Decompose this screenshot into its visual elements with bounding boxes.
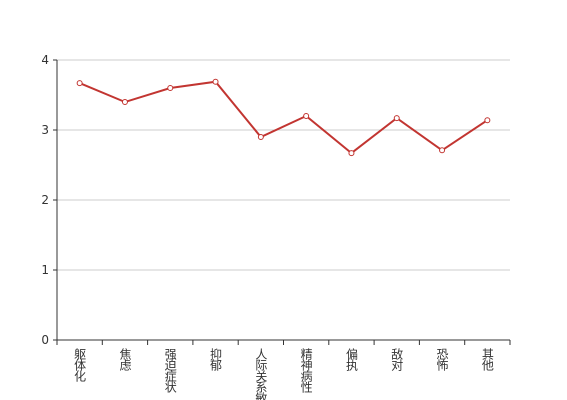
- point: [393, 115, 400, 122]
- x-tick-label: 恐怖: [435, 348, 449, 371]
- x-tick-label: 其他: [480, 348, 494, 371]
- x-tick-label: 抑郁: [209, 347, 223, 372]
- y-tick-label: 2: [41, 193, 49, 207]
- series-line: [79, 80, 488, 155]
- point: [121, 99, 128, 105]
- point: [303, 113, 310, 119]
- point: [439, 147, 446, 154]
- x-tick-label: 敌对: [390, 347, 404, 371]
- point: [212, 78, 219, 85]
- point: [484, 117, 491, 124]
- y-tick-label: 4: [41, 53, 49, 67]
- x-tick-label: 人际关系敏感: [254, 348, 268, 400]
- x-tick-label: 强迫症状: [163, 348, 177, 393]
- point: [348, 150, 355, 157]
- x-tick-label: 偏执: [344, 347, 358, 372]
- point: [76, 80, 83, 87]
- x-tick-label: 躯体化: [73, 347, 87, 383]
- y-tick-label: 1: [41, 263, 49, 277]
- point: [167, 85, 174, 91]
- y-tick-label: 0: [41, 333, 49, 347]
- point: [257, 134, 264, 140]
- x-tick-label: 精神病性: [299, 348, 313, 394]
- y-tick-label: 3: [41, 123, 49, 137]
- x-tick-label: 焦虑: [118, 348, 132, 371]
